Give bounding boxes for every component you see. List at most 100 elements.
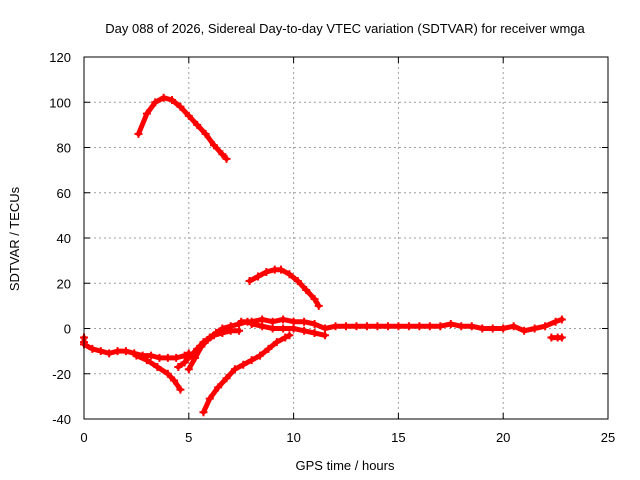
y-axis-label: SDTVAR / TECUs: [7, 186, 22, 291]
data-point: [293, 276, 302, 285]
data-point: [176, 385, 185, 394]
data-point: [174, 362, 183, 371]
data-point: [191, 353, 200, 362]
y-tick-label: 100: [49, 95, 71, 110]
x-tick-label: 10: [286, 430, 300, 445]
data-point: [310, 329, 319, 338]
data-point: [209, 141, 218, 150]
data-point: [203, 335, 212, 344]
data-point: [163, 369, 172, 378]
data-point: [425, 322, 434, 331]
data-point: [520, 326, 529, 335]
data-point: [488, 324, 497, 333]
data-point: [289, 317, 298, 326]
data-point: [237, 317, 246, 326]
y-tick-label: 120: [49, 50, 71, 65]
data-point: [151, 98, 160, 107]
data-point: [478, 324, 487, 333]
data-point: [147, 351, 156, 360]
data-point: [88, 344, 97, 353]
y-tick-label: -40: [52, 412, 71, 427]
data-point: [279, 324, 288, 333]
data-point: [205, 394, 214, 403]
data-point: [415, 322, 424, 331]
data-point: [180, 358, 189, 367]
data-point: [197, 342, 206, 351]
series-arc-rising: [199, 331, 294, 417]
data-point: [281, 333, 290, 342]
data-point: [230, 365, 239, 374]
series-arc-long: [237, 315, 566, 335]
data-point: [258, 322, 267, 331]
data-point: [258, 315, 267, 324]
data-point: [201, 129, 210, 138]
y-tick-label: -20: [52, 367, 71, 382]
data-point: [321, 324, 330, 333]
data-point: [394, 322, 403, 331]
data-point: [557, 315, 566, 324]
data-point: [247, 319, 256, 328]
data-point: [172, 353, 181, 362]
data-point: [121, 347, 130, 356]
series-arc-end: [547, 333, 566, 342]
series-arc-recover: [184, 326, 244, 374]
data-point: [557, 333, 566, 342]
data-point: [209, 331, 218, 340]
data-point: [310, 319, 319, 328]
data-point: [268, 317, 277, 326]
data-point: [362, 322, 371, 331]
data-point: [239, 360, 248, 369]
series-arc-lower-band: [247, 319, 330, 340]
y-tick-label: 80: [57, 141, 71, 156]
y-tick-label: 0: [64, 322, 71, 337]
series-band: [247, 267, 322, 309]
series-arc-dip: [132, 351, 185, 394]
data-point: [289, 324, 298, 333]
data-point: [509, 322, 518, 331]
data-point: [170, 376, 179, 385]
data-point: [262, 267, 271, 276]
data-point: [218, 150, 227, 159]
data-point: [285, 270, 294, 279]
y-tick-label: 40: [57, 231, 71, 246]
data-point: [530, 324, 539, 333]
data-point: [184, 365, 193, 374]
data-point: [541, 322, 550, 331]
data-point: [264, 344, 273, 353]
data-point: [352, 322, 361, 331]
x-tick-label: 15: [391, 430, 405, 445]
data-point: [222, 374, 231, 383]
data-point: [457, 322, 466, 331]
data-point: [214, 383, 223, 392]
data-point: [285, 331, 294, 340]
data-point: [268, 324, 277, 333]
data-point: [222, 154, 231, 163]
x-tick-label: 0: [80, 430, 87, 445]
data-point: [300, 317, 309, 326]
data-point: [245, 276, 254, 285]
x-tick-label: 25: [601, 430, 615, 445]
y-tick-label: 20: [57, 276, 71, 291]
data-point: [235, 326, 244, 335]
data-point: [321, 331, 330, 340]
data-point: [383, 322, 392, 331]
chart-title: Day 088 of 2026, Sidereal Day-to-day VTE…: [105, 21, 585, 36]
data-point: [184, 111, 193, 120]
data-point: [176, 102, 185, 111]
data-point: [446, 319, 455, 328]
data-point: [226, 326, 235, 335]
data-point: [193, 120, 202, 129]
data-point: [342, 322, 350, 331]
data-point: [155, 353, 164, 362]
series-arc-mid: [245, 265, 323, 310]
data-point: [199, 408, 208, 417]
data-point: [314, 301, 323, 310]
data-point: [279, 315, 288, 324]
data-point: [163, 353, 172, 362]
data-point: [168, 95, 177, 104]
axis-ticks: 0 5 10 15 20 25 -40 -20 0 20 40 60 80 100 120: [49, 50, 615, 445]
data-point: [153, 362, 162, 371]
series-arc-high: [134, 93, 231, 163]
